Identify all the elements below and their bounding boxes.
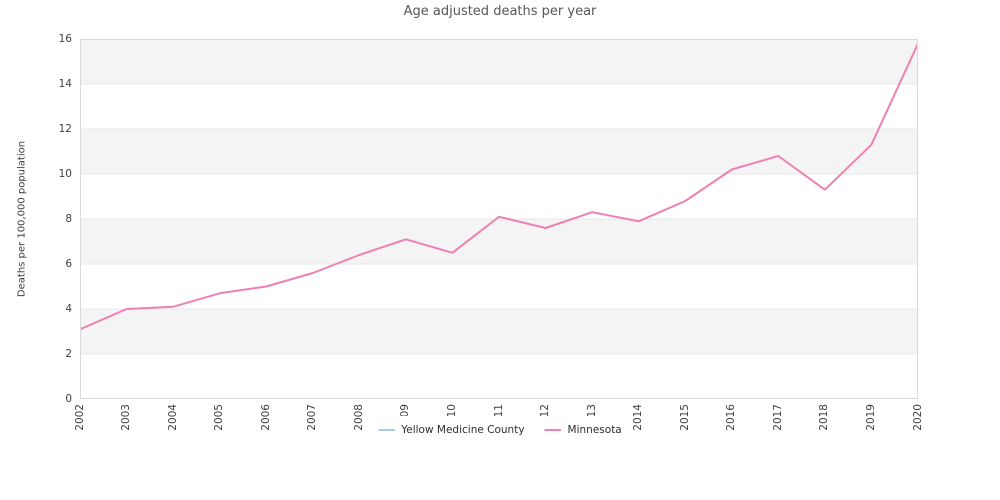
y-tick-label: 8	[65, 213, 72, 225]
minnesota-line	[80, 42, 918, 331]
x-tick-label: 2016	[725, 404, 738, 431]
legend-item-minnesota: Minnesota	[544, 424, 622, 436]
x-tick-label: 2006	[259, 404, 272, 431]
legend-label: Minnesota	[567, 424, 622, 436]
y-tick-label: 12	[58, 123, 72, 135]
x-tick-label: 2002	[73, 404, 86, 431]
line-swatch-icon	[544, 429, 562, 431]
y-tick-label: 0	[65, 393, 72, 405]
x-tick-label: 2004	[166, 404, 179, 431]
y-tick-label: 16	[58, 33, 72, 45]
legend-item-yellow-medicine-county: Yellow Medicine County	[378, 424, 525, 436]
x-tick-label: 2007	[306, 404, 319, 431]
x-tick-label: 2003	[120, 404, 133, 431]
x-tick-label: 2017	[771, 404, 784, 431]
y-tick-label: 10	[58, 168, 72, 180]
legend-label: Yellow Medicine County	[401, 424, 525, 436]
plot-svg	[80, 39, 918, 399]
x-tick-label: 2005	[213, 404, 226, 431]
y-tick-label: 2	[65, 348, 72, 360]
line-swatch-icon	[378, 429, 396, 431]
plot-area	[80, 39, 918, 399]
legend: Yellow Medicine County Minnesota	[368, 416, 632, 444]
x-tick-label: 2019	[864, 404, 877, 431]
x-tick-label: 2020	[911, 404, 924, 431]
chart-title: Age adjusted deaths per year	[403, 4, 597, 19]
x-tick-label: 2015	[678, 404, 691, 431]
x-tick-label: 2014	[632, 404, 645, 431]
y-axis-label: Deaths per 100,000 population	[16, 140, 28, 298]
x-tick-label: 2008	[352, 404, 365, 431]
y-tick-label: 6	[65, 258, 72, 270]
y-tick-label: 4	[65, 303, 72, 315]
y-tick-label: 14	[58, 78, 72, 90]
x-tick-label: 2018	[818, 404, 831, 431]
